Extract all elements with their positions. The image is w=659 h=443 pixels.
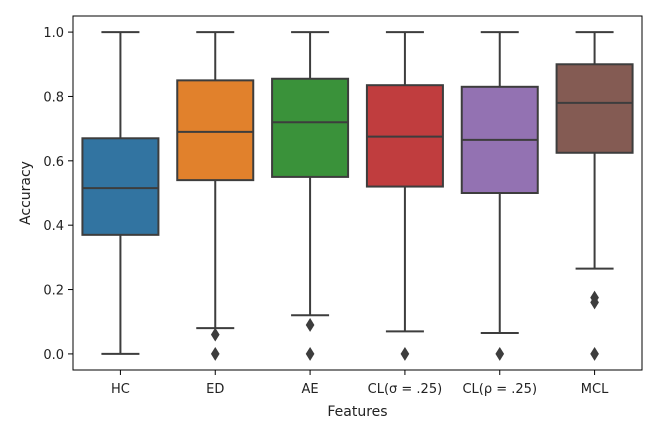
y-tick-label: 1.0 xyxy=(43,26,64,41)
y-tick-label: 0.2 xyxy=(43,284,64,299)
x-tick-label: CL(σ = .25) xyxy=(368,382,443,397)
outlier-point xyxy=(305,318,315,332)
outlier-point xyxy=(210,327,220,342)
outlier-point xyxy=(495,346,505,361)
box-group xyxy=(460,31,539,361)
y-tick-label: 0.8 xyxy=(43,90,64,105)
y-tick-label: 0.0 xyxy=(43,348,64,363)
y-tick-label: 0.4 xyxy=(43,219,64,234)
outlier-point xyxy=(590,295,599,310)
outlier-point xyxy=(305,346,315,361)
outlier-point xyxy=(210,346,220,361)
x-tick-label: CL(ρ = .25) xyxy=(462,382,537,397)
box-iqr xyxy=(555,63,634,154)
box-iqr xyxy=(81,137,160,236)
y-tick-label: 0.6 xyxy=(43,155,64,170)
plot-area xyxy=(81,31,634,361)
x-axis-label: Features xyxy=(327,404,387,420)
box-group xyxy=(176,31,255,361)
x-tick-label: AE xyxy=(302,382,319,397)
box-group xyxy=(555,31,634,361)
y-axis: 0.0 0.2 0.4 0.6 0.8 1.0 xyxy=(43,26,73,363)
box-group xyxy=(271,31,350,361)
x-axis: HC ED AE CL(σ = .25) CL(ρ = .25) MCL xyxy=(111,370,609,397)
box-iqr xyxy=(271,77,350,178)
x-tick-label: MCL xyxy=(581,382,609,397)
y-axis-label: Accuracy xyxy=(18,161,34,225)
outlier-point xyxy=(590,346,599,361)
outlier-point xyxy=(400,346,410,361)
plot-frame xyxy=(72,15,643,371)
x-tick-label: ED xyxy=(206,382,224,397)
box-iqr xyxy=(176,79,255,182)
x-tick-label: HC xyxy=(111,382,130,397)
box-group xyxy=(365,31,444,361)
box-group xyxy=(81,31,160,355)
